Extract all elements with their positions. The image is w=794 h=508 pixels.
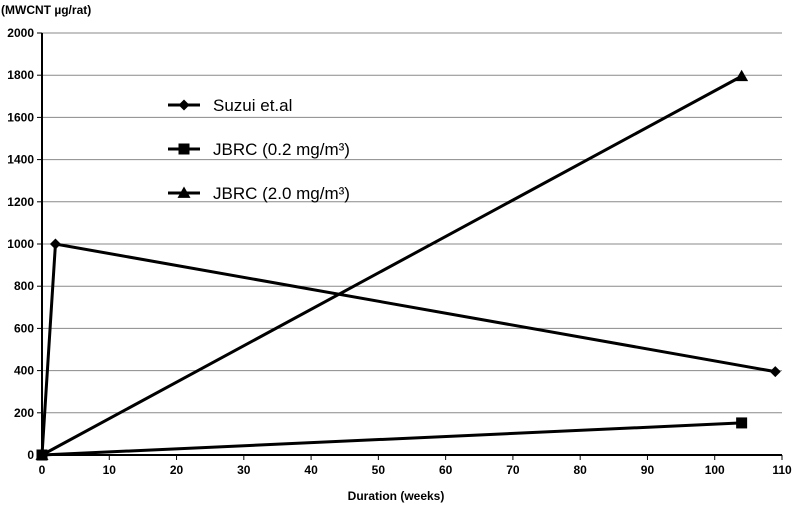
y-tick-label: 0 [27, 448, 34, 462]
x-tick-label: 100 [705, 463, 725, 477]
data-point-diamond [769, 366, 781, 378]
x-tick-label: 60 [439, 463, 453, 477]
y-tick-label: 1600 [7, 110, 34, 124]
legend-marker-diamond [178, 99, 190, 111]
series-line-triangle [41, 74, 743, 457]
legend-marker-triangle [177, 186, 191, 198]
y-axis-title: (MWCNT µg/rat) [1, 3, 91, 17]
x-axis-title: Duration (weeks) [348, 489, 445, 503]
data-point-triangle [35, 448, 49, 460]
data-point-square [736, 417, 748, 429]
y-tick-label: 1000 [7, 237, 34, 251]
legend-marker-square [178, 143, 190, 155]
x-tick-label: 0 [39, 463, 46, 477]
y-tick-label: 1200 [7, 195, 34, 209]
series-triangle [35, 69, 749, 460]
x-tick-label: 50 [372, 463, 386, 477]
data-point-diamond [49, 238, 61, 250]
x-tick-label: 20 [170, 463, 184, 477]
legend-label: JBRC (2.0 mg/m³) [213, 184, 350, 203]
y-tick-label: 2000 [7, 26, 34, 40]
legend-item-square: JBRC (0.2 mg/m³) [168, 140, 350, 159]
legend-item-triangle: JBRC (2.0 mg/m³) [168, 184, 350, 203]
series-line-diamond [40, 242, 776, 456]
x-tick-label: 30 [237, 463, 251, 477]
y-tick-label: 1400 [7, 153, 34, 167]
data-point-triangle [735, 69, 749, 82]
legend-label: JBRC (0.2 mg/m³) [213, 140, 350, 159]
y-tick-label: 800 [14, 279, 34, 293]
series-line-square [41, 421, 742, 457]
x-tick-label: 110 [772, 463, 792, 477]
y-tick-label: 1800 [7, 68, 34, 82]
legend-item-diamond: Suzui et.al [168, 96, 292, 115]
y-tick-label: 200 [14, 406, 34, 420]
y-axis-ticks: 0 200 400 600 800 1000 1200 1400 1600 1800 2000 [7, 26, 42, 462]
x-axis-ticks: 0 10 20 30 40 50 60 70 80 90 100 110 [39, 455, 792, 477]
x-tick-label: 90 [641, 463, 655, 477]
legend: Suzui et.al JBRC (0.2 mg/m³) JBRC (2.0 mg/… [168, 96, 350, 203]
series-group [35, 69, 781, 461]
x-tick-label: 80 [574, 463, 588, 477]
y-tick-label: 600 [14, 321, 34, 335]
gridlines [42, 32, 782, 414]
x-tick-label: 10 [103, 463, 117, 477]
legend-label: Suzui et.al [213, 96, 292, 115]
y-tick-label: 400 [14, 364, 34, 378]
x-tick-label: 40 [304, 463, 318, 477]
x-tick-label: 70 [506, 463, 520, 477]
